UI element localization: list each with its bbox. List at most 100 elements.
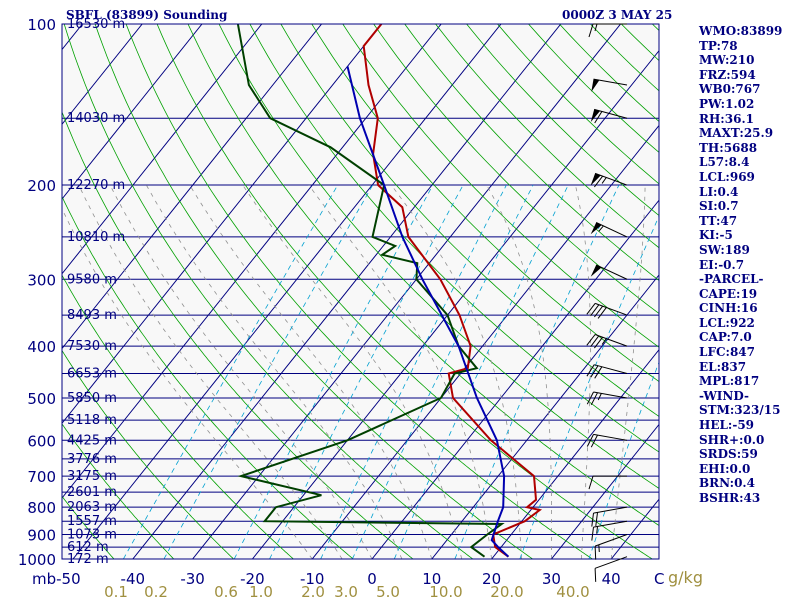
wind-barb-flag [591, 79, 600, 92]
temperature-tick-label: -40 [121, 570, 146, 588]
mixing-ratio-label: 5.0 [376, 583, 400, 600]
stat-item: TH:5688 [699, 140, 758, 155]
grid-lines [62, 24, 659, 559]
sounding-traces [236, 24, 543, 558]
wind-barb-feather [586, 303, 596, 315]
isotherm-line [62, 24, 322, 350]
wind-barb [591, 506, 628, 527]
stats-panel: WMO:83899 TP:78 MW:210 FRZ:594 WB0:767 PW:1.0… [699, 24, 799, 506]
height-label: 2601 m [67, 485, 117, 500]
height-label: 3175 m [67, 469, 117, 484]
wind-barb-feather [586, 434, 594, 447]
dry-adiabat [62, 349, 234, 559]
height-label: 16530 m [67, 17, 125, 32]
moist-adiabat [242, 184, 463, 559]
wind-barb-half-feather [596, 526, 598, 534]
wind-barb-half-feather [601, 338, 607, 345]
mixing-ratio-label: 2.0 [301, 583, 325, 600]
wind-barb-flag [590, 222, 602, 235]
stat-item: CAPE:19 [699, 286, 758, 301]
wind-barb-staff [593, 433, 628, 441]
axis-corner-label-right: C [654, 570, 664, 588]
stat-item: MW:210 [699, 53, 755, 68]
height-label: 8493 m [67, 308, 117, 323]
mixing-ratio-label: 20.0 [490, 583, 523, 600]
moist-adiabat [610, 185, 646, 559]
wind-barb-feather [590, 392, 598, 406]
temperature-tick-label: 0 [367, 570, 377, 588]
stat-item: -PARCEL- [699, 272, 764, 287]
stat-item: MAXT:25.9 [699, 126, 774, 141]
dry-adiabat [435, 24, 659, 249]
stat-item: TP:78 [699, 38, 738, 53]
stat-item: RH:36.1 [699, 111, 754, 126]
wind-barb-half-feather [601, 177, 607, 184]
wind-barb-staff [595, 222, 628, 238]
pressure-tick-label: 500 [27, 390, 56, 408]
wind-barb [588, 23, 627, 38]
wind-barb [591, 520, 628, 541]
wind-barb-staff [594, 556, 628, 569]
dry-adiabat [404, 24, 659, 281]
mixing-ratio-label: 0.1 [104, 583, 128, 600]
stat-item: EL:837 [699, 359, 747, 374]
height-label: 14030 m [67, 111, 125, 126]
height-label: 1557 m [67, 514, 117, 529]
mixing-ratio-label: 1.0 [249, 583, 273, 600]
wind-barb [590, 222, 628, 238]
wind-barb [586, 364, 628, 379]
mixing-ratio-line [519, 215, 659, 559]
wind-barb [590, 172, 628, 188]
wind-barb [591, 78, 628, 92]
isotherm-line [311, 124, 659, 559]
plot-background [62, 24, 659, 559]
height-label: 10810 m [67, 230, 125, 245]
wind-barb-flag [590, 264, 602, 277]
stat-item: HEL:-59 [699, 418, 755, 433]
wind-barb-half-feather [594, 23, 598, 32]
pressure-tick-label: 100 [27, 16, 56, 34]
mixing-ratio-labels: 0.1 0.2 0.6 1.0 2.0 3.0 5.0 10.0 20.0 40.0 [104, 583, 590, 600]
moist-adiabat [146, 184, 403, 559]
wind-barb-feather [594, 305, 603, 318]
wind-barb-feather [591, 527, 594, 541]
isotherm-line [62, 24, 442, 499]
moist-adiabat [390, 184, 522, 559]
stat-item: CINH:16 [699, 301, 758, 316]
dry-adiabat [62, 110, 414, 559]
stat-item: BSHR:43 [699, 491, 761, 505]
wind-barb-feather [594, 336, 603, 349]
pressure-tick-label: 600 [27, 432, 56, 450]
wind-barb [590, 108, 628, 124]
wind-barb-feather [586, 391, 594, 405]
height-label: 612 m [67, 540, 109, 555]
stat-item: PW:1.02 [699, 96, 755, 111]
stat-item: STM:323/15 [699, 403, 781, 418]
wind-barb-feather [588, 23, 594, 38]
pressure-tick-label: 200 [27, 177, 56, 195]
mixing-ratio-line [454, 184, 620, 559]
stat-item: EI:-0.7 [699, 257, 745, 272]
dry-adiabat [280, 24, 659, 417]
mixing-ratio-label: 3.0 [334, 583, 358, 600]
wind-barb-half-feather [598, 544, 600, 553]
wind-barb [586, 302, 628, 319]
height-label: 9580 m [67, 272, 117, 287]
dry-adiabat [94, 24, 533, 559]
mixing-ratio-line [123, 184, 339, 559]
dry-adiabat [63, 24, 474, 559]
dry-adiabat [62, 423, 175, 559]
wind-barb [594, 556, 628, 582]
wind-barb-staff [594, 302, 628, 316]
stat-item: WMO:83899 [699, 24, 783, 38]
dewpoint-trace [236, 24, 505, 558]
stat-item: LCL:969 [699, 169, 755, 184]
height-label: 172 m [67, 552, 109, 567]
wind-barb-feather [590, 365, 599, 378]
mixing-ratio-line [163, 184, 374, 559]
temperature-tick-label: 10 [422, 570, 441, 588]
wind-barb [590, 264, 628, 280]
height-label: 5850 m [67, 391, 117, 406]
dry-adiabat [373, 24, 659, 315]
mixing-ratio-label: 10.0 [429, 583, 462, 600]
